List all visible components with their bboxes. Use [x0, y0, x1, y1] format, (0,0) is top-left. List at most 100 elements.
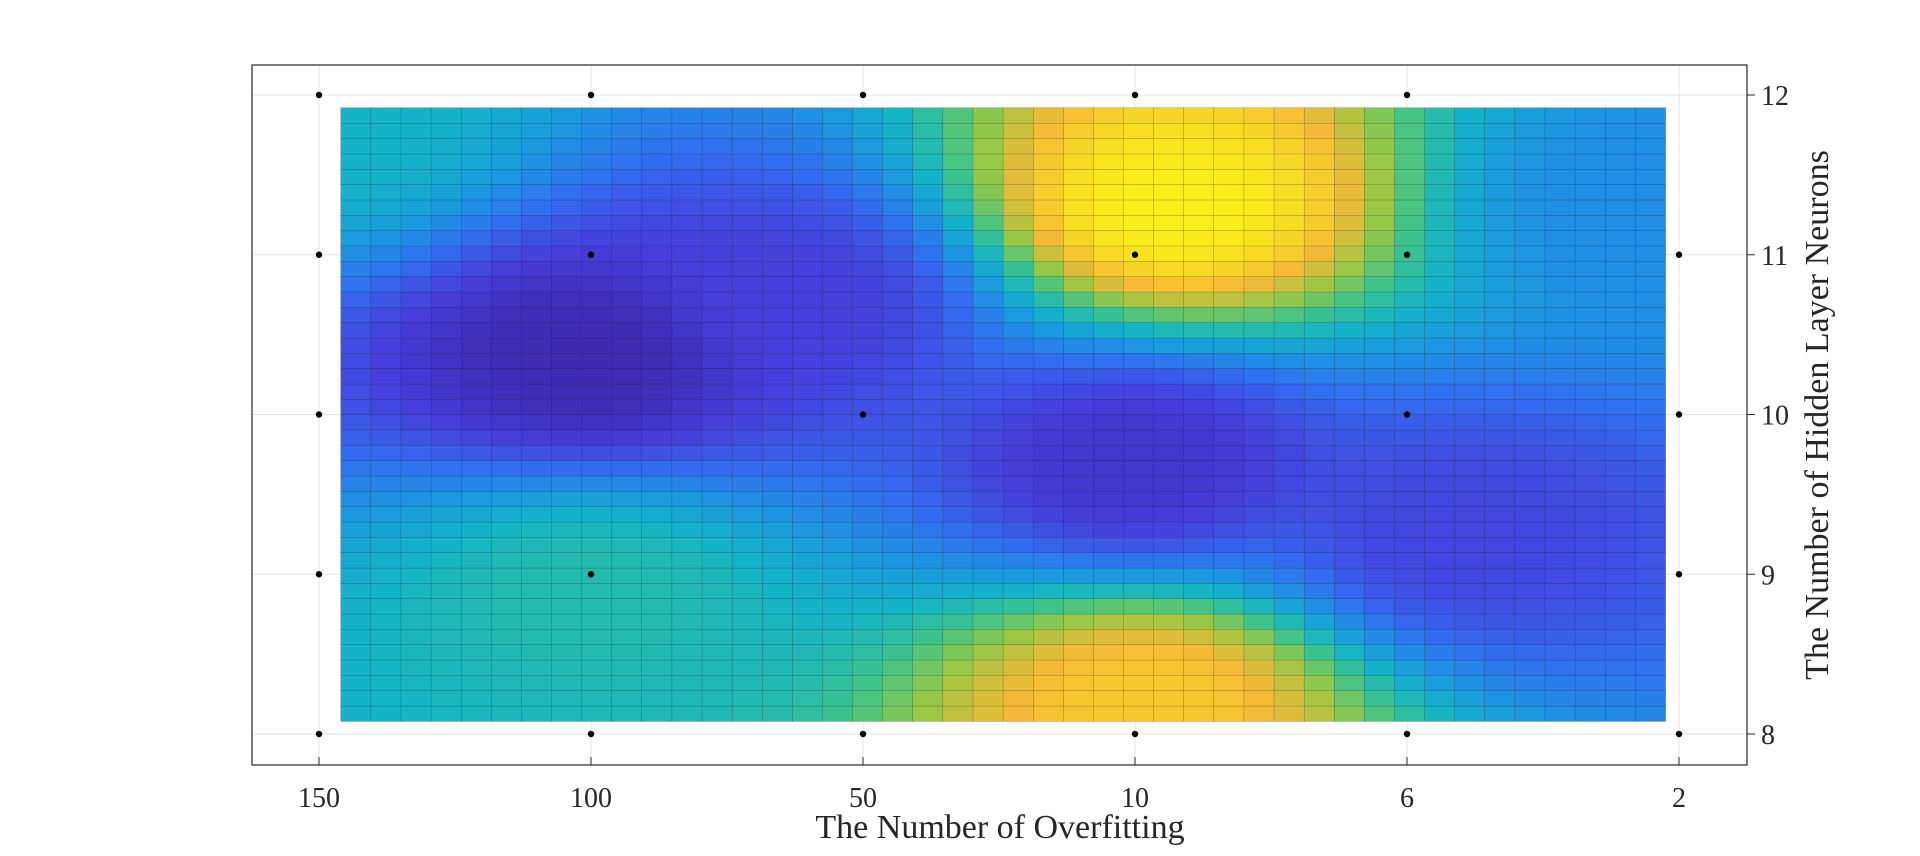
surface-cell [731, 352, 763, 369]
surface-cell [852, 214, 884, 231]
y-tick-label: 9 [1761, 560, 1775, 591]
surface-cell [1454, 583, 1486, 599]
surface-cell [641, 276, 673, 293]
surface-cell [1635, 122, 1666, 139]
surface-cell [1183, 521, 1215, 538]
surface-cell [1213, 260, 1245, 277]
surface-cell [942, 690, 974, 707]
surface-cell [1424, 460, 1456, 477]
surface-cell [461, 214, 492, 231]
surface-cell [1123, 552, 1154, 569]
surface-cell [972, 322, 1004, 339]
surface-cell [1303, 537, 1335, 553]
surface-cell [1484, 306, 1516, 323]
surface-cell [731, 629, 763, 645]
surface-cell [491, 414, 522, 431]
surface-cell [882, 260, 914, 277]
surface-cell [370, 414, 402, 431]
surface-cell [1574, 537, 1606, 553]
surface-cell [972, 398, 1004, 415]
surface-cell [1183, 659, 1215, 676]
surface-cell [671, 352, 703, 369]
surface-cell [1002, 230, 1034, 247]
surface-cell [521, 291, 552, 308]
surface-cell [972, 583, 1004, 599]
surface-cell [461, 491, 492, 507]
surface-cell [1183, 552, 1215, 569]
surface-cell [852, 184, 884, 201]
surface-cell [942, 537, 974, 553]
surface-cell [701, 414, 733, 431]
surface-cell [1063, 583, 1094, 599]
surface-cell [1063, 552, 1094, 569]
surface-cell [1183, 583, 1215, 599]
surface-cell [461, 306, 492, 323]
surface-cell [611, 690, 643, 707]
surface-cell [370, 690, 402, 707]
surface-cell [491, 429, 522, 446]
surface-cell [1394, 260, 1425, 277]
surface-cell [701, 705, 733, 722]
surface-cell [641, 383, 673, 400]
surface-cell [762, 138, 793, 155]
surface-cell [701, 552, 733, 569]
surface-cell [521, 138, 552, 155]
surface-cell [581, 537, 613, 553]
surface-cell [370, 306, 402, 323]
surface-cell [1002, 214, 1034, 231]
surface-cell [1635, 383, 1666, 400]
surface-cell [370, 383, 402, 400]
surface-cell [340, 659, 372, 676]
surface-cell [521, 260, 552, 277]
surface-cell [701, 383, 733, 400]
surface-cell [1183, 398, 1215, 415]
surface-cell [1394, 168, 1425, 185]
surface-cell [551, 368, 582, 385]
surface-cell [400, 705, 432, 722]
surface-cell [852, 491, 884, 507]
surface-cell [430, 644, 462, 661]
surface-cell [430, 521, 462, 538]
surface-cell [792, 138, 823, 155]
surface-cell [1544, 322, 1576, 339]
surface-cell [521, 629, 552, 645]
surface-cell [1605, 337, 1636, 354]
surface-cell [1303, 168, 1335, 185]
surface-cell [912, 491, 944, 507]
surface-cell [1213, 322, 1245, 339]
surface-cell [671, 214, 703, 231]
surface-cell [1424, 398, 1456, 415]
surface-cell [852, 245, 884, 262]
surface-cell [731, 414, 763, 431]
surface-cell [370, 491, 402, 507]
surface-cell [1605, 629, 1636, 645]
x-tick-label: 150 [298, 783, 340, 814]
surface-cell [1334, 398, 1365, 415]
data-point-marker [315, 411, 323, 418]
surface-cell [1153, 659, 1185, 676]
surface-cell [1033, 138, 1064, 155]
surface-cell [1273, 245, 1305, 262]
surface-cell [1033, 475, 1064, 492]
surface-cell [1454, 153, 1486, 170]
surface-cell [1544, 598, 1576, 615]
surface-cell [1544, 260, 1576, 277]
surface-cell [882, 383, 914, 400]
surface-cell [641, 322, 673, 339]
surface-cell [792, 199, 823, 216]
surface-cell [370, 583, 402, 599]
surface-cell [400, 260, 432, 277]
surface-cell [1243, 306, 1275, 323]
surface-cell [852, 199, 884, 216]
surface-cell [1544, 368, 1576, 385]
surface-cell [370, 629, 402, 645]
surface-cell [340, 122, 372, 139]
surface-cell [1544, 122, 1576, 139]
surface-cell [882, 122, 914, 139]
surface-cell [882, 138, 914, 155]
surface-cell [340, 552, 372, 569]
surface-cell [1213, 337, 1245, 354]
surface-cell [942, 184, 974, 201]
surface-cell [1273, 659, 1305, 676]
